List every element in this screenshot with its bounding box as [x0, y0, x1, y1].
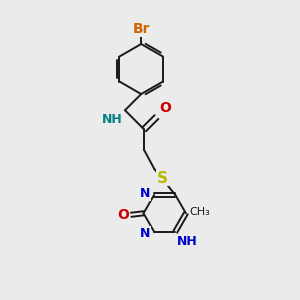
Text: CH₃: CH₃ — [190, 207, 210, 217]
Text: S: S — [157, 171, 168, 186]
Text: N: N — [140, 226, 151, 240]
Text: N: N — [140, 187, 151, 200]
Text: O: O — [159, 101, 171, 115]
Text: Br: Br — [132, 22, 150, 36]
Text: NH: NH — [177, 235, 197, 248]
Text: NH: NH — [102, 112, 123, 126]
Text: O: O — [117, 208, 129, 222]
